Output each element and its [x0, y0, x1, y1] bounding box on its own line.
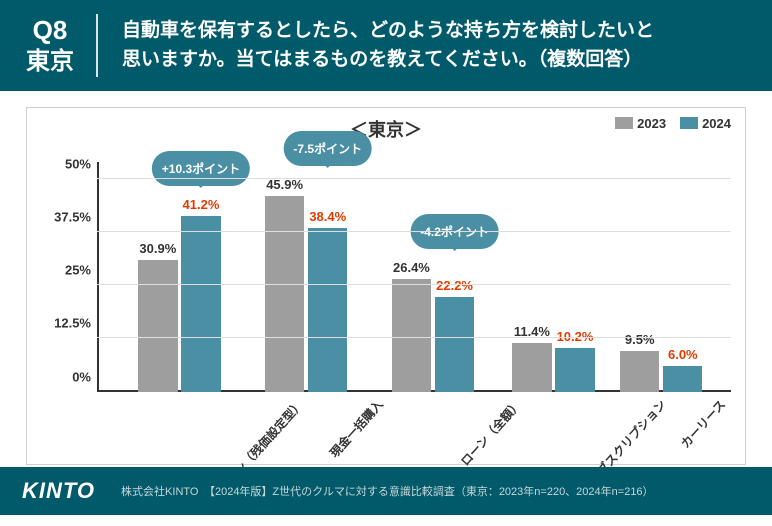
- question-text-line-1: 自動車を保有するとしたら、どのような持ち方を検討したいと: [122, 16, 654, 45]
- legend-label: 2024: [702, 116, 731, 131]
- gridline: [97, 284, 731, 285]
- chart-panel: ＜東京＞ 2023 2024 0%12.5%25%37.5%50% 30.9%4…: [26, 107, 746, 465]
- bar-value-label: 9.5%: [625, 332, 655, 347]
- legend: 2023 2024: [615, 116, 731, 131]
- legend-swatch-icon: [615, 117, 633, 129]
- bar-value-label: 30.9%: [139, 241, 176, 256]
- bar-value-label: 45.9%: [266, 177, 303, 192]
- y-tick-label: 12.5%: [54, 316, 91, 331]
- bar-value-label: 6.0%: [668, 347, 698, 362]
- question-text-line-2: 思いますか。当てはまるものを教えてください。（複数回答）: [122, 45, 654, 74]
- bars-layer: 30.9%41.2%+10.3ポイント45.9%38.4%-7.5ポイント26.…: [97, 162, 731, 392]
- plot-area: 30.9%41.2%+10.3ポイント45.9%38.4%-7.5ポイント26.…: [97, 162, 731, 392]
- y-tick-label: 0%: [72, 369, 91, 384]
- header-bar: Q8 東京 自動車を保有するとしたら、どのような持ち方を検討したいと 思いますか…: [0, 0, 772, 91]
- bar-2024: 10.2%: [555, 348, 594, 391]
- y-axis: 0%12.5%25%37.5%50%: [27, 162, 97, 392]
- brand-logo: KINTO: [22, 478, 95, 504]
- y-tick-label: 50%: [65, 156, 91, 171]
- y-tick-label: 37.5%: [54, 209, 91, 224]
- question-number: Q8: [33, 14, 68, 47]
- y-tick-label: 25%: [65, 263, 91, 278]
- bar-2024: 41.2%: [181, 216, 220, 391]
- bar-value-label: 41.2%: [183, 197, 220, 212]
- bar-2024: 22.2%: [435, 297, 474, 392]
- bar-value-label: 26.4%: [393, 260, 430, 275]
- bar-2023: 11.4%: [512, 343, 551, 392]
- gridline: [97, 231, 731, 232]
- bar-2023: 30.9%: [138, 260, 177, 392]
- legend-item: 2023: [615, 116, 666, 131]
- source-line: 株式会社KINTO 【2024年版】Z世代のクルマに対する意識比較調査（東京：2…: [121, 483, 654, 499]
- change-callout: -7.5ポイント: [283, 131, 372, 166]
- bar-2024: 6.0%: [663, 366, 702, 392]
- change-callout: +10.3ポイント: [152, 151, 250, 186]
- bar-2023: 9.5%: [620, 351, 659, 391]
- gridline: [97, 178, 731, 179]
- legend-swatch-icon: [680, 117, 698, 129]
- bar-2024: 38.4%: [308, 228, 347, 392]
- question-id-block: Q8 東京: [26, 14, 98, 77]
- x-axis-labels: ローン（残価設定型）現金一括購入ローン（全額）サブスクリプションカーリース: [97, 392, 731, 464]
- footer-bar: KINTO 株式会社KINTO 【2024年版】Z世代のクルマに対する意識比較調…: [0, 467, 772, 515]
- bar-2023: 26.4%: [392, 279, 431, 391]
- bar-value-label: 22.2%: [436, 278, 473, 293]
- bar-value-label: 38.4%: [309, 209, 346, 224]
- question-text: 自動車を保有するとしたら、どのような持ち方を検討したいと 思いますか。当てはまる…: [122, 16, 654, 75]
- gridline: [97, 337, 731, 338]
- legend-item: 2024: [680, 116, 731, 131]
- bar-2023: 45.9%: [265, 196, 304, 392]
- question-region: 東京: [26, 47, 74, 77]
- legend-label: 2023: [637, 116, 666, 131]
